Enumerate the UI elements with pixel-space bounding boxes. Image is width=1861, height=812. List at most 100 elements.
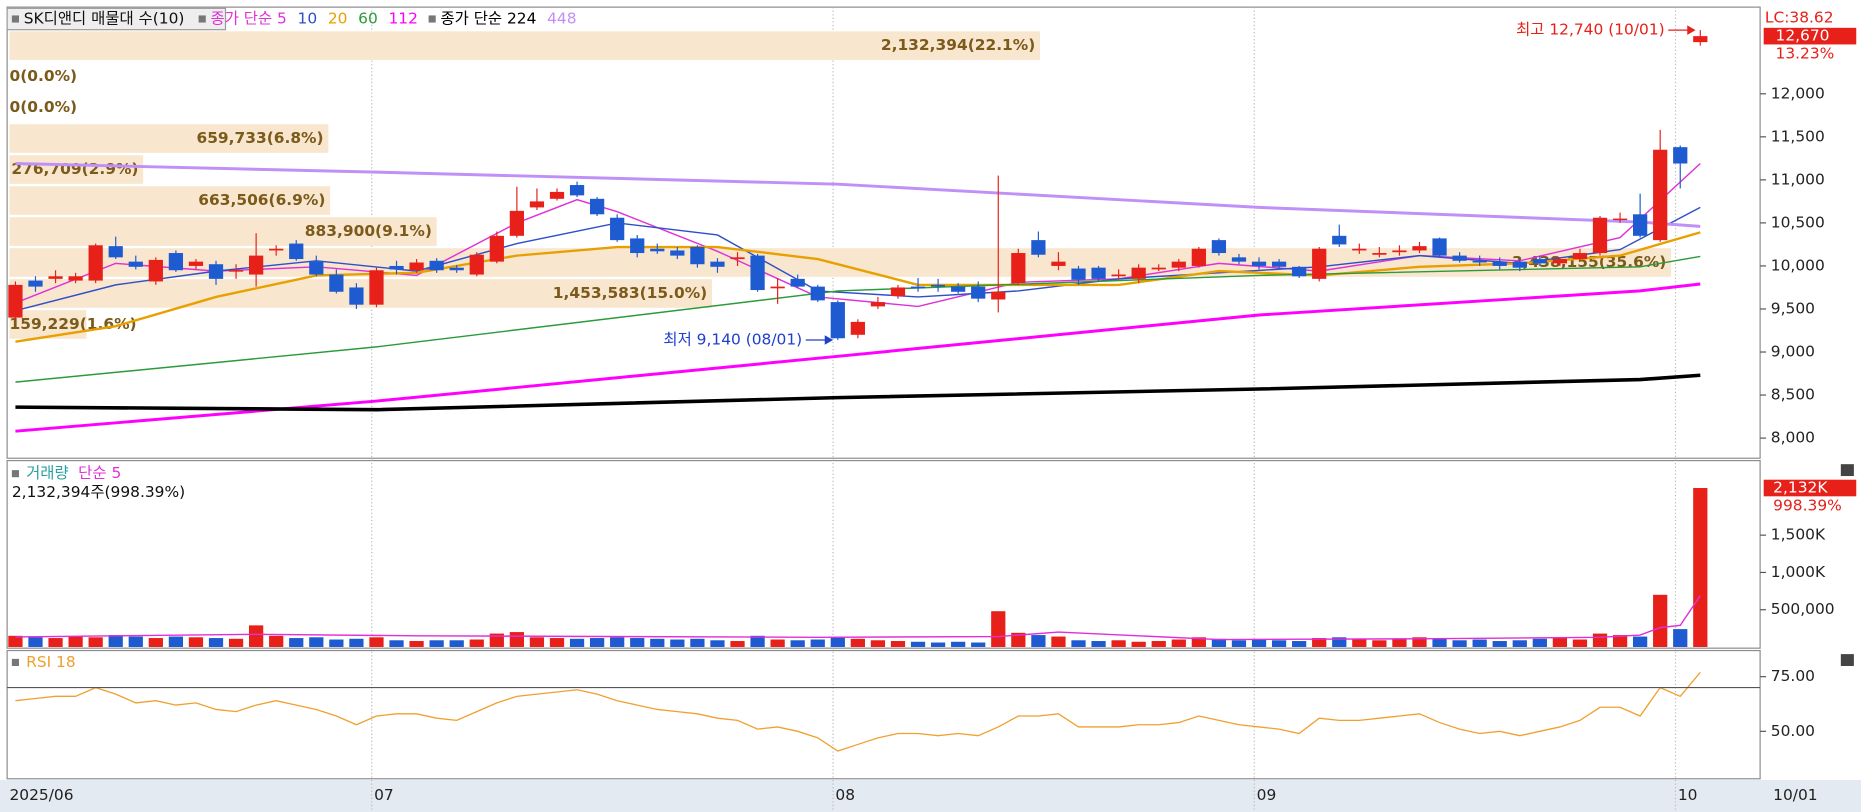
candle-body — [529, 201, 545, 208]
volume-bar — [469, 639, 484, 647]
candle-body — [1091, 267, 1106, 279]
volume-bar — [870, 640, 886, 647]
x-axis-bar — [0, 779, 1861, 812]
candle-body — [991, 291, 1006, 300]
candle-body — [289, 243, 304, 260]
candle-body — [429, 260, 444, 271]
candle-body — [1532, 259, 1547, 264]
volume-bar — [1312, 638, 1327, 647]
volume-bar — [910, 641, 926, 647]
y-tick-label: 11,000 — [1771, 170, 1825, 188]
candle-body — [1231, 257, 1247, 262]
volume-bar — [850, 638, 865, 647]
candle-body — [269, 248, 284, 251]
rsi-panel — [6, 649, 1761, 780]
legend-entry[interactable]: 종가 단순 224 — [440, 9, 536, 27]
last-price-box — [1763, 27, 1857, 45]
legend-entry[interactable]: 112 — [388, 9, 417, 27]
volume-bar — [389, 640, 404, 647]
volume-bar — [28, 637, 43, 647]
volume-bar — [1492, 641, 1507, 647]
volume-bar — [1372, 640, 1387, 647]
volume-bar — [830, 637, 845, 647]
cursor-date: 10/01 — [1773, 786, 1817, 804]
ma-line — [15, 231, 1701, 343]
ma-line — [15, 282, 1701, 433]
candle-body — [369, 270, 384, 305]
volume-bar — [610, 637, 625, 647]
legend-square — [11, 15, 19, 23]
candle-body — [630, 238, 645, 254]
volume-bar — [1472, 639, 1487, 647]
candle-body — [650, 248, 665, 252]
candle-body — [1071, 268, 1086, 280]
y-tick-label: 1,500K — [1771, 526, 1826, 544]
candle-body — [1271, 261, 1287, 267]
candle-body — [1191, 248, 1206, 266]
legend-title-box — [6, 7, 227, 31]
candle-body — [489, 235, 504, 262]
candle-body — [249, 255, 264, 275]
volume-bar — [1031, 635, 1046, 647]
volume-profile-bar — [9, 124, 329, 153]
volume-bar — [1292, 641, 1307, 647]
candle-body — [710, 261, 725, 267]
legend-title: SK디앤디 매물대 수(10) — [24, 9, 185, 27]
legend-entry[interactable]: 10 — [298, 9, 318, 27]
candle-body — [1372, 253, 1387, 255]
candle-body — [168, 253, 184, 271]
volume-bar — [1612, 635, 1628, 647]
legend-entry[interactable]: 단순 5 — [78, 464, 121, 482]
legend-entry[interactable]: 60 — [358, 9, 378, 27]
candle-body — [1412, 246, 1427, 251]
volume-bar — [930, 642, 946, 647]
volume-bar — [349, 638, 364, 647]
volume-bar — [228, 638, 244, 647]
close-button[interactable] — [1840, 464, 1854, 477]
candle-body — [1031, 240, 1046, 255]
candle-body — [870, 302, 886, 307]
volume-bar — [1653, 594, 1668, 647]
candle-body — [971, 286, 986, 299]
candle-body — [48, 276, 63, 279]
legend-entry[interactable]: 20 — [328, 9, 348, 27]
candle-body — [1171, 261, 1186, 268]
volume-bar — [790, 640, 805, 647]
last-volume-box — [1763, 479, 1857, 497]
close-button[interactable] — [1840, 654, 1854, 666]
legend-entry[interactable]: 448 — [547, 9, 576, 27]
volume-bar — [128, 636, 143, 647]
candle-body — [88, 245, 103, 281]
legend-entry[interactable]: 종가 단순 5 — [211, 9, 287, 27]
volume-bar — [1191, 637, 1206, 647]
candle-body — [890, 287, 906, 297]
ma-line — [15, 206, 1701, 312]
y-tick-label: 10,500 — [1771, 213, 1825, 231]
volume-bar — [1332, 637, 1347, 647]
volume-profile-label: 1,453,583(15.0%) — [553, 284, 707, 302]
candle-body — [1612, 218, 1628, 221]
candle-body — [830, 302, 845, 339]
lc-label: LC:38.62 — [1765, 8, 1834, 26]
candle-body — [1312, 248, 1327, 279]
volume-bar — [971, 642, 986, 647]
candle-body — [1111, 274, 1126, 277]
volume-bar — [68, 636, 83, 647]
change-label: 13.23% — [1776, 44, 1835, 62]
candle-body — [1472, 260, 1487, 263]
volume-bar — [429, 640, 444, 647]
last-price-label: 12,670 — [1776, 27, 1830, 45]
candle-body — [8, 284, 23, 318]
x-tick-label: 07 — [374, 786, 394, 804]
x-tick-label: 08 — [835, 786, 855, 804]
candle-body — [1492, 261, 1507, 266]
candle-body — [1292, 266, 1307, 277]
volume-bar — [1211, 638, 1227, 647]
volume-bar — [690, 638, 705, 647]
candle-body — [389, 265, 404, 270]
volume-bar — [890, 641, 906, 647]
volume-bar — [1271, 640, 1287, 647]
candle-body — [349, 287, 364, 305]
ma-line — [15, 255, 1701, 383]
